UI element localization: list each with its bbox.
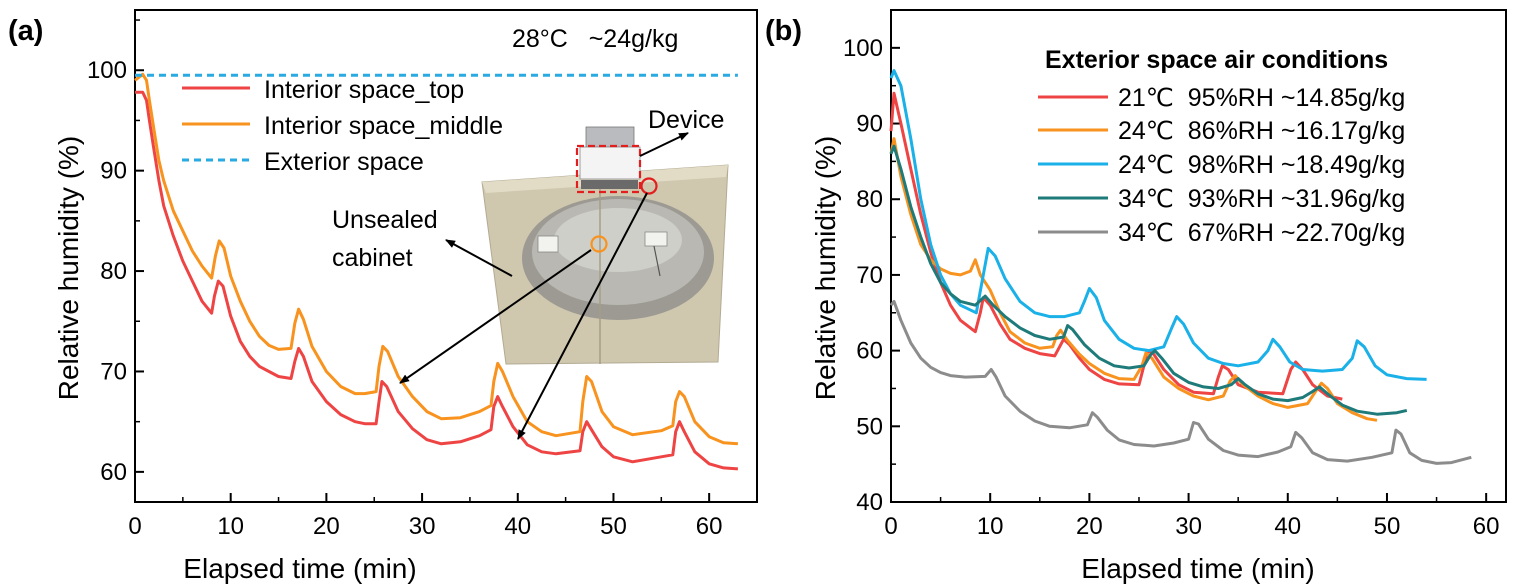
legend-label-middle: Interior space_middle (264, 112, 503, 140)
panel-a-y-tick-label: 70 (100, 358, 127, 385)
series-line-interior-space-middle (134, 72, 739, 446)
panel-a-x-tick-label: 0 (128, 513, 141, 540)
panel-a-legend: Interior space_top Interior space_middle… (182, 76, 503, 176)
panel-a-x-tick-label: 40 (504, 513, 531, 540)
panel-b-axes: 0 10 20 30 40 50 60 40 50 60 70 80 90 100 (843, 9, 1507, 540)
legend-label-exterior: Exterior space (264, 148, 424, 176)
panel-b-legend: Exterior space air conditions 21℃ 95%RH … (1038, 46, 1405, 247)
panel-a-y-tick-label: 80 (100, 258, 127, 285)
panel-b-x-tick-label: 40 (1274, 513, 1301, 540)
top-sensor-marker (640, 177, 658, 195)
panel-b-y-tick-label: 60 (856, 338, 883, 365)
panel-b-y-tick-label: 40 (856, 489, 883, 516)
panel-a: (a) 0 10 20 30 40 50 60 60 70 80 90 100 (8, 9, 758, 584)
series-line-24-86-rh-16-17g-kg (889, 137, 1378, 422)
panel-b-series (889, 69, 1472, 465)
panel-a-x-tick-label: 20 (313, 513, 340, 540)
middle-sensor-marker (590, 235, 608, 253)
legend-label-24c-98: 24℃ 98%RH ~18.49g/kg (1118, 151, 1405, 179)
panel-b-y-tick-label: 70 (856, 262, 883, 289)
legend-label-34c-67: 34℃ 67%RH ~22.70g/kg (1118, 219, 1405, 247)
panel-b-x-tick-label: 30 (1175, 513, 1202, 540)
device-arrow (639, 132, 689, 157)
panel-b-y-tick-label: 50 (856, 413, 883, 440)
panel-b-x-axis-title: Elapsed time (min) (1081, 553, 1314, 584)
panel-a-x-tick-label: 30 (409, 513, 436, 540)
panel-a-y-tick-label: 100 (87, 57, 127, 84)
panel-a-x-tick-label: 50 (600, 513, 627, 540)
panel-a-x-axis-title: Elapsed time (min) (183, 553, 416, 584)
panel-a-frame (134, 9, 758, 503)
panel-a-axes: 0 10 20 30 40 50 60 60 70 80 90 100 (87, 9, 758, 540)
panel-b-x-tick-label: 50 (1374, 513, 1401, 540)
panel-b: (b) 0 10 20 30 40 50 60 40 50 60 70 80 90 100 Exterio… (765, 9, 1507, 584)
top-sensor-arrow (517, 192, 648, 440)
panel-b-y-axis-title: Relative humidity (%) (810, 136, 841, 401)
panel-b-x-tick-label: 0 (884, 513, 897, 540)
legend-label-34c-93: 34℃ 93%RH ~31.96g/kg (1118, 185, 1405, 213)
annotation-arrows (399, 132, 689, 440)
panel-b-x-tick-label: 60 (1473, 513, 1500, 540)
panel-a-x-tick-label: 10 (217, 513, 244, 540)
panel-a-series (134, 72, 739, 471)
panel-b-x-tick-label: 20 (1076, 513, 1103, 540)
cabinet-label-line2: cabinet (332, 244, 413, 272)
panel-b-label: (b) (765, 15, 802, 47)
panel-a-x-tick-label: 60 (696, 513, 723, 540)
panel-a-y-tick-label: 90 (100, 158, 127, 185)
legend-label-21c: 21℃ 95%RH ~14.85g/kg (1118, 84, 1405, 112)
panel-b-frame (890, 9, 1507, 503)
series-line-34-67-rh-22-70g-kg (889, 299, 1472, 465)
device-label: Device (648, 106, 724, 134)
panel-b-y-tick-label: 90 (856, 111, 883, 138)
panel-a-label: (a) (8, 15, 43, 47)
condition-annotation: 28°C ~24g/kg (512, 25, 678, 53)
panel-a-y-axis-title: Relative humidity (%) (53, 136, 84, 401)
panel-b-y-tick-label: 100 (843, 35, 883, 62)
cabinet-arrow (445, 239, 513, 277)
series-line-24-98-rh-18-49g-kg (889, 69, 1427, 381)
middle-sensor-arrow (399, 249, 592, 384)
legend-label-24c-86: 24℃ 86%RH ~16.17g/kg (1118, 117, 1405, 145)
panel-b-legend-title: Exterior space air conditions (1045, 46, 1388, 74)
series-line-interior-space-top (135, 90, 739, 471)
series-line-34-93-rh-31-96g-kg (889, 144, 1408, 416)
panel-b-y-tick-label: 80 (856, 186, 883, 213)
legend-label-top: Interior space_top (264, 76, 464, 104)
cabinet-photo (481, 126, 729, 365)
cabinet-label-line1: Unsealed (332, 206, 438, 234)
panel-b-x-tick-label: 10 (977, 513, 1004, 540)
panel-a-y-tick-label: 60 (100, 459, 127, 486)
